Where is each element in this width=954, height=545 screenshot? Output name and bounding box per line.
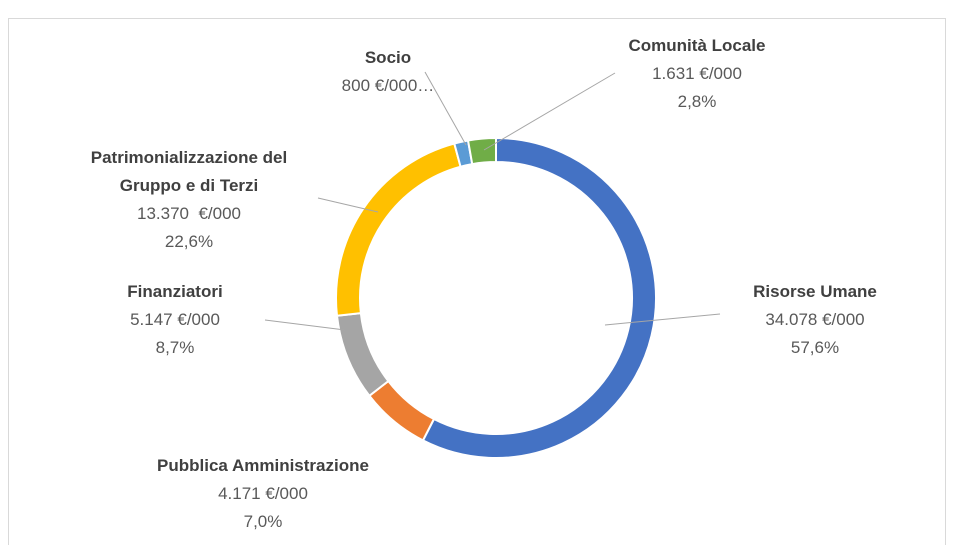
leader-line [483, 72, 616, 151]
donut-slice [367, 379, 436, 442]
amount-label: 5.147 €/000 [130, 310, 220, 329]
value-label: 8,7% [155, 338, 195, 357]
amount-label: 800 €/000… [341, 76, 435, 95]
amount-label: 1.631 €/000 [652, 64, 742, 83]
donut-slice [466, 136, 497, 166]
data-label: Patrimonializzazione del Gruppo e di Ter… [74, 144, 304, 256]
value-label: 57,6% [790, 338, 840, 357]
data-label: Finanziatori 5.147 €/000 8,7% [60, 278, 290, 362]
chart-border [8, 18, 946, 545]
category-name: Finanziatori [127, 282, 223, 301]
value-label: 7,0% [243, 512, 283, 531]
leader-line [604, 313, 721, 326]
amount-label: 4.171 €/000 [218, 484, 308, 503]
leader-line [264, 319, 346, 331]
category-name: Risorse Umane [753, 282, 877, 301]
donut-slice [421, 136, 657, 459]
data-label: Risorse Umane 34.078 €/000 57,6% [700, 278, 930, 362]
amount-label: 13.370 €/000 [137, 204, 241, 223]
donut-slice [335, 312, 390, 398]
data-label: Comunità Locale 1.631 €/000 2,8% [582, 32, 812, 116]
amount-label: 34.078 €/000 [765, 310, 865, 329]
category-name: Pubblica Amministrazione [157, 456, 369, 475]
value-label: 2,8% [677, 92, 717, 111]
donut-slice [335, 142, 462, 317]
value-label: 22,6% [164, 232, 214, 251]
category-name: Comunità Locale [628, 36, 766, 55]
data-label: Socio 800 €/000… [273, 44, 503, 100]
category-name: Socio [364, 48, 412, 67]
data-label: Pubblica Amministrazione 4.171 €/000 7,0% [148, 452, 378, 536]
category-name: Patrimonializzazione del Gruppo e di Ter… [90, 148, 288, 195]
leader-line [424, 71, 467, 146]
leader-line [317, 197, 379, 213]
